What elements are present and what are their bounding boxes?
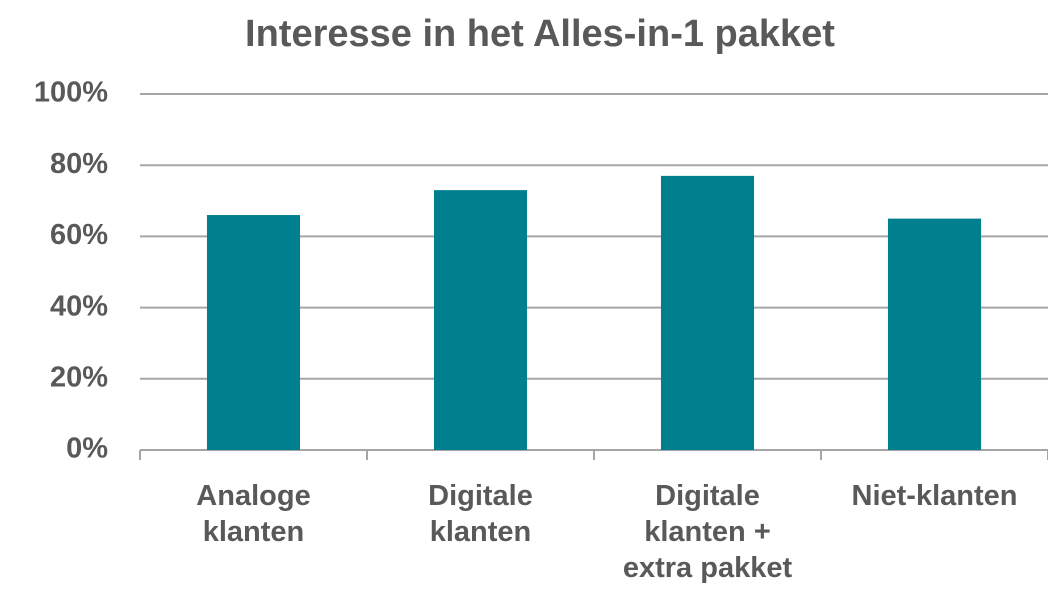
bar: [206, 215, 301, 450]
y-tick-label: 0%: [66, 433, 108, 465]
x-tick-label: Analoge klanten: [196, 480, 311, 548]
bar: [433, 190, 528, 450]
bar: [887, 218, 982, 450]
chart-title: Interesse in het Alles-in-1 pakket: [245, 13, 835, 55]
x-tick-label: Niet-klanten: [851, 480, 1018, 512]
y-tick-label: 20%: [50, 361, 108, 393]
y-tick-label: 40%: [50, 290, 108, 322]
x-tick-label: Digitale klanten + extra pakket: [622, 480, 793, 584]
y-tick-label: 100%: [34, 77, 108, 109]
y-tick-label: 80%: [50, 148, 108, 180]
x-tick-label: Digitale klanten: [428, 480, 533, 548]
bar: [660, 175, 755, 450]
y-tick-label: 60%: [50, 219, 108, 251]
